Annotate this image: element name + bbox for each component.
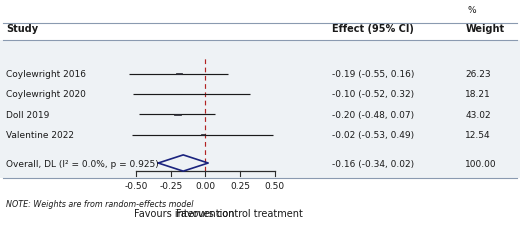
Bar (176, 74, 182, 75)
Text: NOTE: Weights are from random-effects model: NOTE: Weights are from random-effects mo… (6, 199, 194, 208)
Text: %: % (468, 6, 477, 15)
Text: -0.19 (-0.55, 0.16): -0.19 (-0.55, 0.16) (332, 70, 414, 79)
Text: Favours intervention: Favours intervention (134, 208, 234, 218)
Text: 0.25: 0.25 (230, 182, 250, 190)
Text: Doll 2019: Doll 2019 (6, 110, 49, 119)
Bar (174, 114, 181, 115)
Text: 18.21: 18.21 (465, 90, 491, 99)
Text: Coylewright 2020: Coylewright 2020 (6, 90, 86, 99)
Text: -0.25: -0.25 (159, 182, 183, 190)
Bar (189, 94, 194, 95)
Text: Study: Study (6, 23, 38, 33)
Text: Coylewright 2016: Coylewright 2016 (6, 70, 86, 79)
FancyBboxPatch shape (0, 0, 520, 41)
Text: Valentine 2022: Valentine 2022 (6, 131, 74, 139)
Text: 12.54: 12.54 (465, 131, 491, 139)
Text: Weight: Weight (465, 23, 504, 33)
Text: -0.02 (-0.53, 0.49): -0.02 (-0.53, 0.49) (332, 131, 414, 139)
Text: 43.02: 43.02 (465, 110, 491, 119)
Text: -0.16 (-0.34, 0.02): -0.16 (-0.34, 0.02) (332, 159, 414, 168)
Text: 100.00: 100.00 (465, 159, 497, 168)
Text: 0.00: 0.00 (196, 182, 215, 190)
Text: Favours control treatment: Favours control treatment (176, 208, 303, 218)
Text: -0.50: -0.50 (124, 182, 148, 190)
Text: 0.50: 0.50 (265, 182, 285, 190)
Text: -0.10 (-0.52, 0.32): -0.10 (-0.52, 0.32) (332, 90, 414, 99)
Text: Effect (95% CI): Effect (95% CI) (332, 23, 413, 33)
FancyBboxPatch shape (0, 178, 520, 227)
Text: Overall, DL (I² = 0.0%, p = 0.925): Overall, DL (I² = 0.0%, p = 0.925) (6, 159, 159, 168)
Text: 26.23: 26.23 (465, 70, 491, 79)
Text: -0.20 (-0.48, 0.07): -0.20 (-0.48, 0.07) (332, 110, 414, 119)
